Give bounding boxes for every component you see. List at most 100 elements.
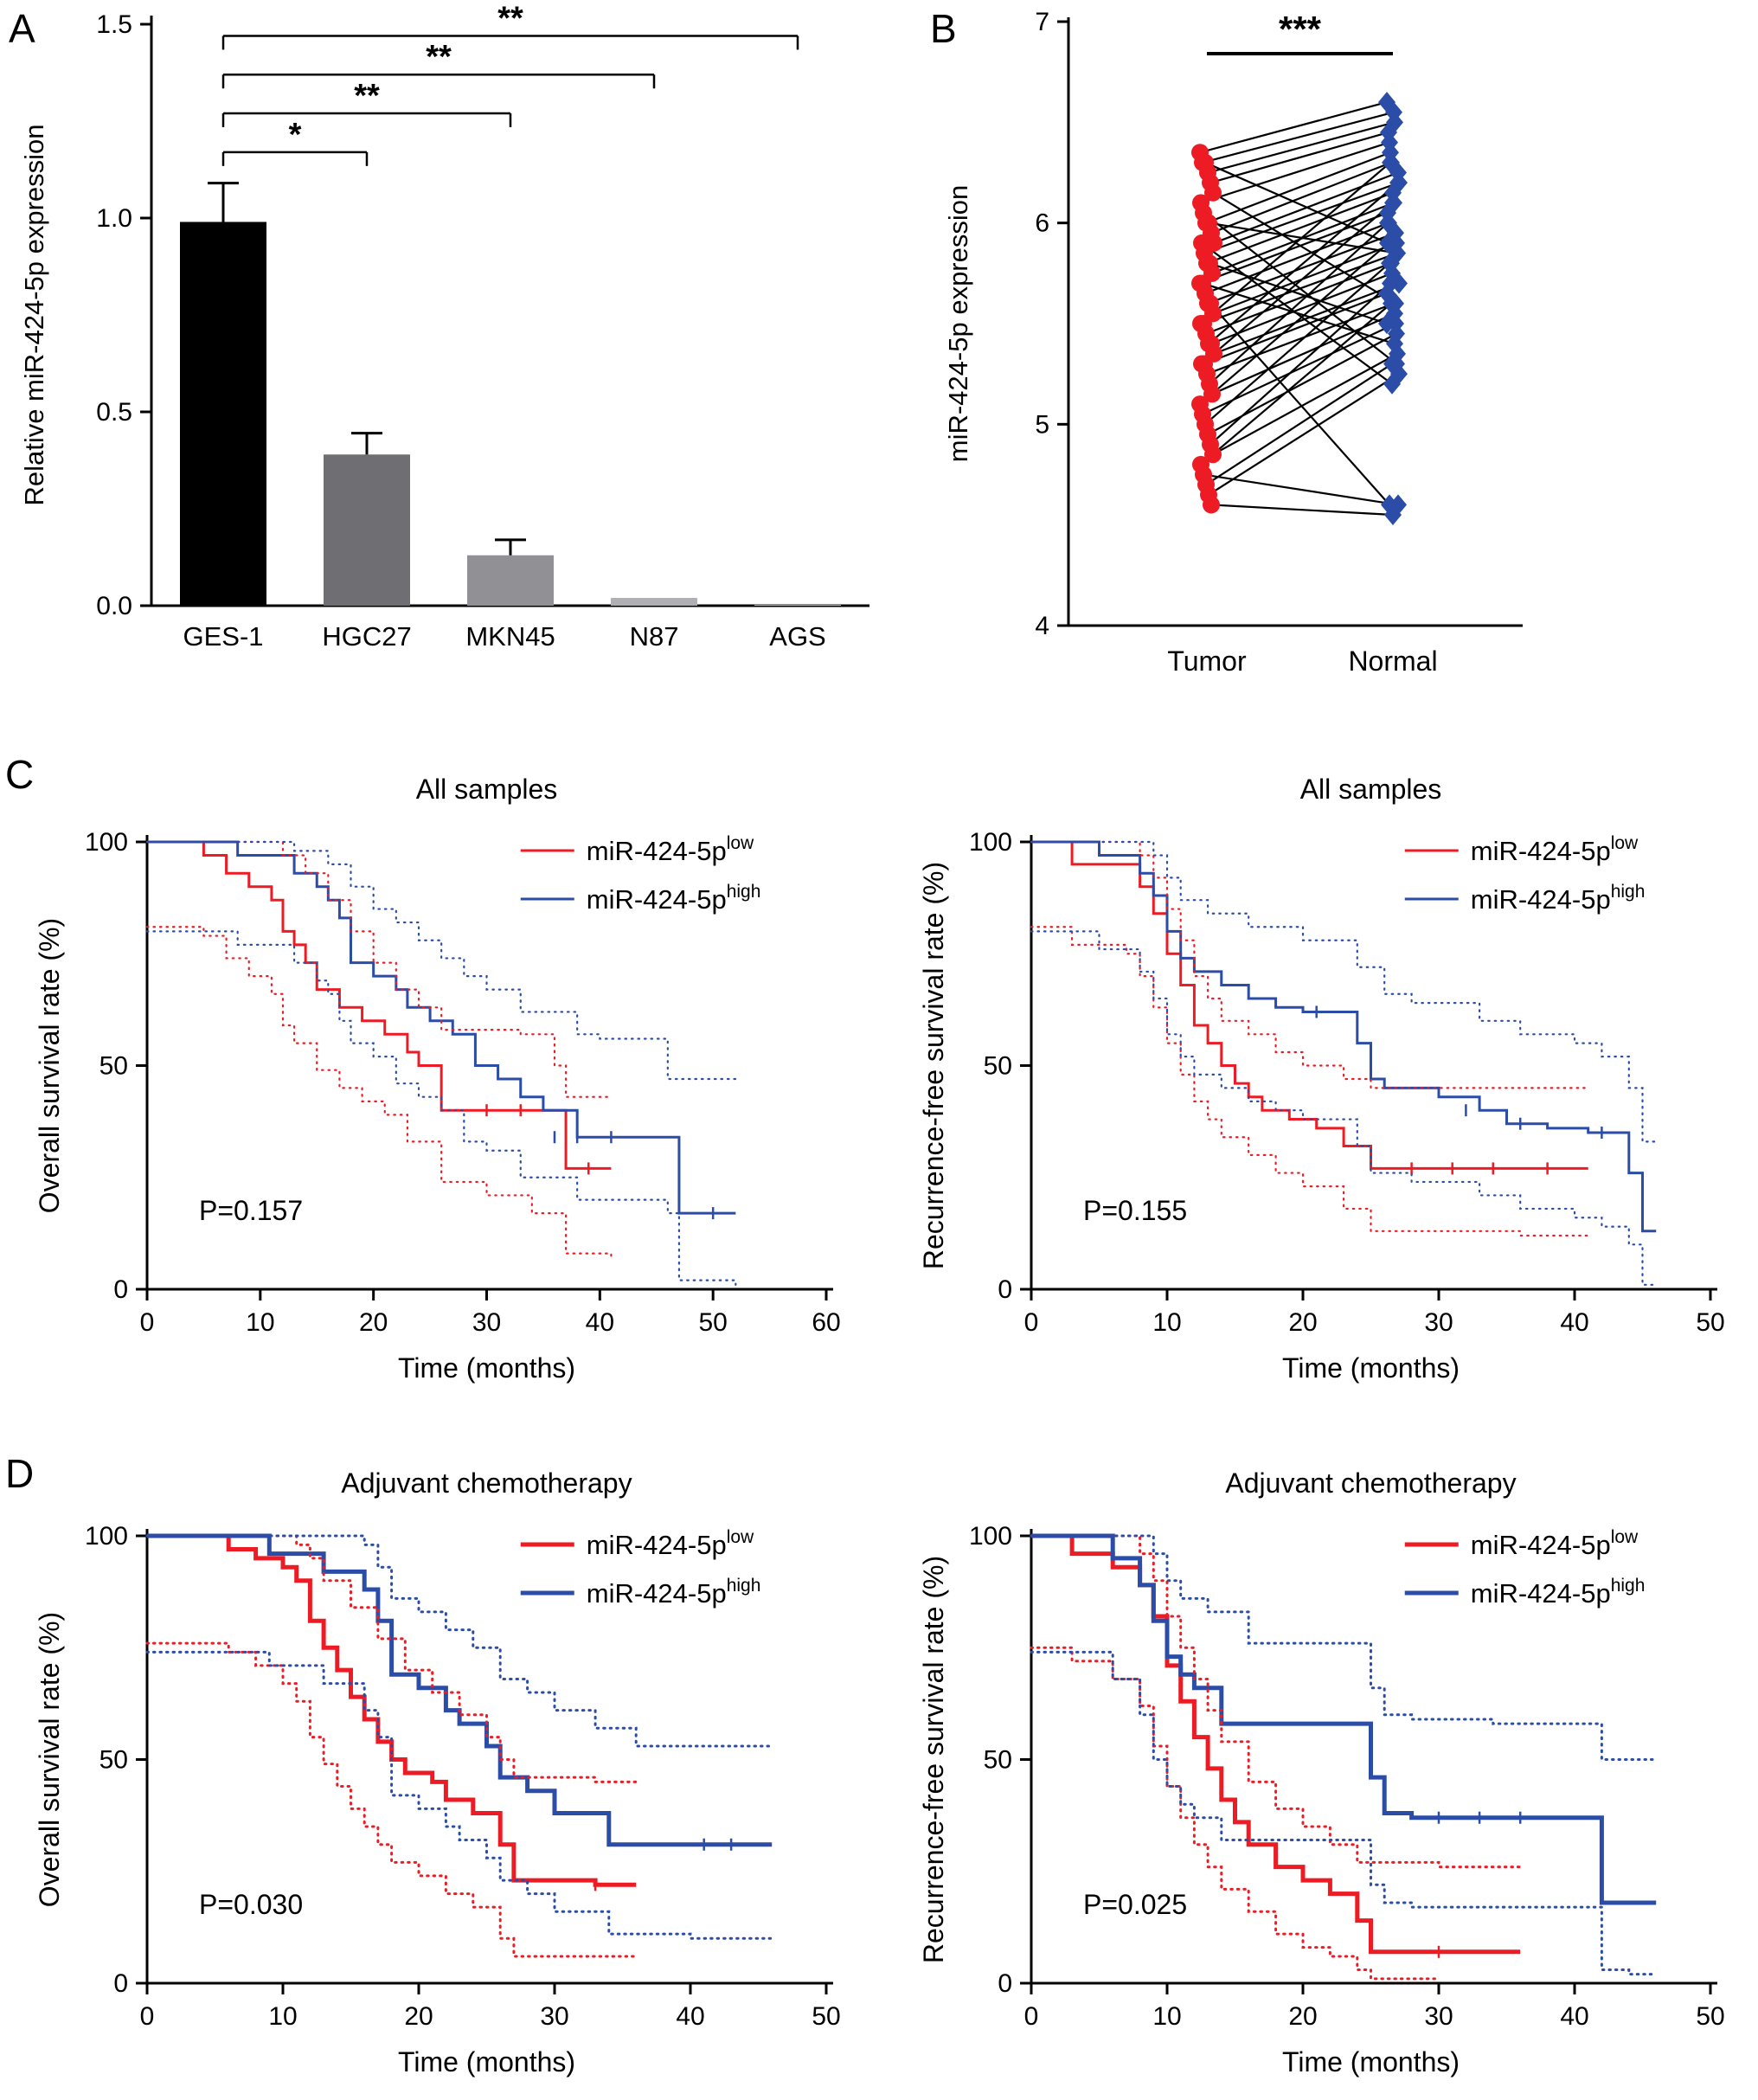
normal-point xyxy=(1382,273,1399,294)
x-tick-label: 20 xyxy=(1288,1308,1317,1337)
y-axis-title: Relative miR-424-5p expression xyxy=(19,124,49,505)
y-tick-label: 0.5 xyxy=(96,398,132,427)
km-chart: Adjuvant chemotherapy 0 50 100 0 10 20 30 40 50 Ti… xyxy=(34,1467,841,2078)
curve-high-solid xyxy=(147,1533,773,1847)
legend-label-low: miR-424-5plow xyxy=(1471,1527,1639,1560)
chart-title: All samples xyxy=(416,774,558,805)
x-tick-label: 20 xyxy=(404,2002,433,2031)
significance-label: ** xyxy=(497,0,523,36)
chart-title: All samples xyxy=(1300,774,1442,805)
p-value: P=0.155 xyxy=(1083,1195,1187,1226)
km-chart: All samples 0 50 100 0 10 20 30 40 50 Time (months… xyxy=(918,774,1725,1384)
curve-high-ci-lower-dotted xyxy=(1030,930,1658,1286)
normal-point xyxy=(1384,192,1402,214)
legend: miR-424-5plow miR-424-5phigh xyxy=(1404,1527,1646,1609)
y-tick-label: 50 xyxy=(984,1052,1012,1081)
bar-GES-1 xyxy=(180,222,266,606)
legend: miR-424-5plow miR-424-5phigh xyxy=(1404,833,1646,915)
legend-label-low: miR-424-5plow xyxy=(587,833,754,866)
legend-label-low: miR-424-5plow xyxy=(587,1527,754,1560)
normal-point xyxy=(1390,363,1408,385)
legend: miR-424-5plow miR-424-5phigh xyxy=(520,1527,760,1609)
legend-label-high: miR-424-5phigh xyxy=(1471,1576,1646,1609)
y-tick-label: 0 xyxy=(113,1969,128,1998)
y-tick-label: 50 xyxy=(99,1746,128,1775)
km-chart: All samples 0 50 100 0 10 20 30 40 50 60 Time (mont… xyxy=(34,774,841,1384)
x-axis-title: Time (months) xyxy=(1282,1352,1460,1384)
normal-point xyxy=(1380,232,1397,254)
y-tick-label: 6 xyxy=(1035,209,1049,238)
y-tick-label: 4 xyxy=(1035,612,1049,640)
y-axis-title: Recurrence-free survival rate (%) xyxy=(918,862,949,1269)
curve-low-ci-lower-dotted xyxy=(145,926,613,1259)
y-tick-label: 100 xyxy=(85,828,128,857)
y-axis-title: Overall survival rate (%) xyxy=(34,918,65,1213)
group-label-tumor: Tumor xyxy=(1167,645,1247,677)
curve-low-ci-lower-dotted xyxy=(145,1641,638,1958)
group-label-normal: Normal xyxy=(1348,645,1437,677)
curve-high-ci-upper-dotted xyxy=(145,840,737,1081)
tumor-point xyxy=(1204,183,1222,202)
paired-scatter: 4 5 6 7 *** Tumor Normal miR-424-5p expression xyxy=(943,8,1523,677)
significance-label: ** xyxy=(426,39,452,75)
km-chart: Adjuvant chemotherapy 0 50 100 0 10 20 30 40 50 Ti… xyxy=(918,1467,1725,2078)
x-tick-label: 40 xyxy=(1560,1308,1588,1337)
pair-markers xyxy=(1191,92,1408,526)
x-tick-label: 10 xyxy=(1152,1308,1181,1337)
bar-AGS xyxy=(754,605,841,606)
legend-label-high: miR-424-5phigh xyxy=(1471,882,1646,915)
curve-low-ci-upper-dotted xyxy=(1030,840,1589,1089)
km-chart-adjuvant-os: Adjuvant chemotherapy 0 50 100 0 10 20 30 40 50 Ti… xyxy=(34,1467,841,2078)
curve-high-ci-lower-dotted xyxy=(1030,1650,1658,1976)
bar-N87 xyxy=(611,598,697,606)
x-tick-label: 40 xyxy=(1560,2002,1588,2031)
x-tick-label: 30 xyxy=(540,2002,568,2031)
x-category-label: GES-1 xyxy=(183,621,263,652)
x-tick-label: 0 xyxy=(1024,1308,1039,1337)
curve-high-solid xyxy=(147,840,736,1215)
x-tick-label: 50 xyxy=(1696,1308,1724,1337)
y-tick-label: 1.5 xyxy=(96,10,132,39)
normal-point xyxy=(1389,172,1407,194)
x-tick-label: 0 xyxy=(140,1308,155,1337)
x-tick-label: 40 xyxy=(586,1308,614,1337)
curve-high-ci-upper-dotted xyxy=(1030,840,1658,1143)
curve-low-solid xyxy=(1031,840,1588,1170)
tumor-point xyxy=(1203,385,1221,403)
bar-HGC27 xyxy=(324,454,410,606)
y-tick-label: 0 xyxy=(113,1275,128,1304)
x-tick-label: 10 xyxy=(268,2002,297,2031)
x-tick-label: 30 xyxy=(1424,1308,1453,1337)
curve-high-ci-lower-dotted xyxy=(145,1650,773,1940)
y-tick-label: 0 xyxy=(998,1275,1012,1304)
curve-low-ci-upper-dotted xyxy=(145,1534,638,1783)
y-tick-label: 100 xyxy=(85,1522,128,1551)
km-chart-adjuvant-rfs: Adjuvant chemotherapy 0 50 100 0 10 20 30 40 50 Ti… xyxy=(918,1467,1725,2078)
panel-label-a: A xyxy=(9,6,35,51)
x-tick-label: 10 xyxy=(1152,2002,1181,2031)
x-category-label: AGS xyxy=(769,621,825,652)
legend: miR-424-5plow miR-424-5phigh xyxy=(520,833,760,915)
x-axis-title: Time (months) xyxy=(1282,2046,1460,2078)
y-axis-title: Overall survival rate (%) xyxy=(34,1612,65,1907)
y-tick-label: 100 xyxy=(969,1522,1012,1551)
curve-low-ci-upper-dotted xyxy=(145,840,613,1098)
y-tick-label: 50 xyxy=(99,1052,128,1081)
x-tick-label: 20 xyxy=(359,1308,388,1337)
x-tick-label: 10 xyxy=(246,1308,274,1337)
curve-low-solid xyxy=(147,840,612,1170)
curve-low-ci-lower-dotted xyxy=(1030,926,1589,1237)
curve-low-ci-lower-dotted xyxy=(1030,1646,1440,1981)
x-tick-label: 20 xyxy=(1288,2002,1317,2031)
normal-point xyxy=(1384,504,1402,526)
chart-title: Adjuvant chemotherapy xyxy=(1225,1467,1516,1499)
curve-high-ci-upper-dotted xyxy=(1030,1534,1658,1761)
normal-point xyxy=(1382,151,1399,173)
x-tick-label: 50 xyxy=(1696,2002,1724,2031)
normal-point xyxy=(1381,253,1398,274)
paired-scatter-tumor-normal: 4 5 6 7 *** Tumor Normal miR-424-5p expression xyxy=(943,8,1523,677)
x-category-label: HGC27 xyxy=(322,621,411,652)
x-axis-title: Time (months) xyxy=(398,1352,575,1384)
